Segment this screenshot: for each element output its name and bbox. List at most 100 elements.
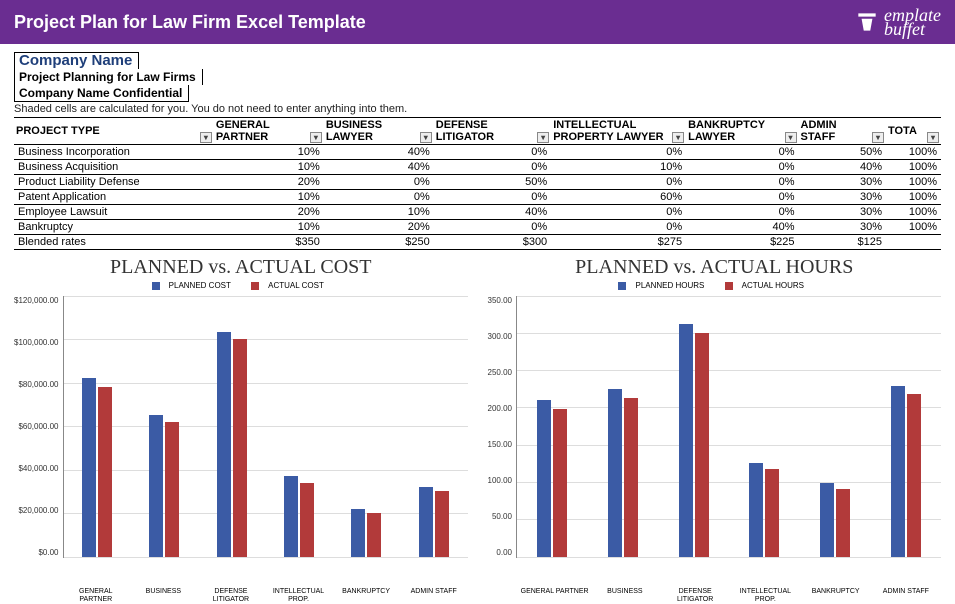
cell-value[interactable]: 10% <box>214 160 324 175</box>
cell-value[interactable]: 30% <box>799 175 886 190</box>
column-header[interactable]: PROJECT TYPE▾ <box>14 118 214 145</box>
logo: emplate buffet <box>854 8 941 36</box>
actual-bar[interactable] <box>624 398 638 556</box>
cell-value[interactable]: 40% <box>434 205 551 220</box>
row-label[interactable]: Business Acquisition <box>14 160 214 175</box>
column-header[interactable]: ADMINSTAFF▾ <box>799 118 886 145</box>
actual-bar[interactable] <box>435 491 449 556</box>
filter-dropdown-icon[interactable]: ▾ <box>872 132 884 143</box>
cell-value[interactable]: 0% <box>434 160 551 175</box>
filter-dropdown-icon[interactable]: ▾ <box>672 132 684 143</box>
cell-value[interactable]: 0% <box>686 205 798 220</box>
actual-bar[interactable] <box>836 489 850 556</box>
actual-bar[interactable] <box>553 409 567 557</box>
actual-bar[interactable] <box>907 394 921 557</box>
x-tick-label: ADMIN STAFF <box>871 586 941 604</box>
cell-value[interactable]: 0% <box>686 175 798 190</box>
cell-value[interactable]: 100% <box>886 145 941 160</box>
cell-value[interactable]: 0% <box>434 190 551 205</box>
filter-dropdown-icon[interactable]: ▾ <box>785 132 797 143</box>
cell-value[interactable]: $350 <box>214 235 324 250</box>
cell-value[interactable]: 20% <box>214 205 324 220</box>
cell-value[interactable]: $250 <box>324 235 434 250</box>
actual-bar[interactable] <box>165 422 179 557</box>
actual-bar[interactable] <box>765 469 779 557</box>
cell-value[interactable]: 100% <box>886 190 941 205</box>
cell-value[interactable]: $300 <box>434 235 551 250</box>
cell-value[interactable]: 0% <box>686 160 798 175</box>
cell-value[interactable]: 10% <box>324 205 434 220</box>
actual-bar[interactable] <box>233 339 247 557</box>
row-label[interactable]: Blended rates <box>14 235 214 250</box>
cell-value[interactable]: 30% <box>799 190 886 205</box>
actual-bar[interactable] <box>98 387 112 557</box>
cell-value[interactable]: 0% <box>434 220 551 235</box>
hours-y-axis: 350.00300.00250.00200.00150.00100.0050.0… <box>488 296 516 558</box>
actual-bar[interactable] <box>695 333 709 557</box>
cell-value[interactable]: 10% <box>214 220 324 235</box>
cell-value[interactable]: 20% <box>324 220 434 235</box>
cell-value[interactable]: 50% <box>434 175 551 190</box>
cell-value[interactable]: 10% <box>551 160 686 175</box>
planned-bar[interactable] <box>820 483 834 556</box>
cell-value[interactable]: 40% <box>799 160 886 175</box>
cell-value[interactable]: 100% <box>886 220 941 235</box>
row-label[interactable]: Business Incorporation <box>14 145 214 160</box>
cell-value[interactable]: 40% <box>324 160 434 175</box>
cell-value[interactable] <box>886 235 941 250</box>
column-header[interactable]: BUSINESSLAWYER▾ <box>324 118 434 145</box>
cell-value[interactable]: 30% <box>799 205 886 220</box>
company-name: Company Name <box>14 52 139 69</box>
planned-bar[interactable] <box>284 476 298 556</box>
row-label[interactable]: Patent Application <box>14 190 214 205</box>
cell-value[interactable]: 0% <box>551 205 686 220</box>
planned-bar[interactable] <box>679 324 693 557</box>
actual-bar[interactable] <box>300 483 314 557</box>
cell-value[interactable]: 20% <box>214 175 324 190</box>
planned-bar[interactable] <box>749 463 763 556</box>
cell-value[interactable]: 40% <box>686 220 798 235</box>
cell-value[interactable]: 100% <box>886 205 941 220</box>
column-header[interactable]: GENERALPARTNER▾ <box>214 118 324 145</box>
cell-value[interactable]: 0% <box>324 175 434 190</box>
planned-bar[interactable] <box>608 389 622 557</box>
cell-value[interactable]: 50% <box>799 145 886 160</box>
planned-bar[interactable] <box>149 415 163 556</box>
cell-value[interactable]: $225 <box>686 235 798 250</box>
planned-bar[interactable] <box>82 378 96 556</box>
column-header[interactable]: DEFENSELITIGATOR▾ <box>434 118 551 145</box>
cell-value[interactable]: 0% <box>434 145 551 160</box>
cell-value[interactable]: 0% <box>324 190 434 205</box>
cell-value[interactable]: 0% <box>551 220 686 235</box>
cell-value[interactable]: 100% <box>886 175 941 190</box>
cell-value[interactable]: 60% <box>551 190 686 205</box>
cell-value[interactable]: 0% <box>551 175 686 190</box>
filter-dropdown-icon[interactable]: ▾ <box>310 132 322 143</box>
filter-dropdown-icon[interactable]: ▾ <box>927 132 939 143</box>
planned-bar[interactable] <box>537 400 551 557</box>
filter-dropdown-icon[interactable]: ▾ <box>200 132 212 143</box>
filter-dropdown-icon[interactable]: ▾ <box>420 132 432 143</box>
filter-dropdown-icon[interactable]: ▾ <box>537 132 549 143</box>
planned-bar[interactable] <box>419 487 433 557</box>
cell-value[interactable]: $275 <box>551 235 686 250</box>
planned-bar[interactable] <box>891 386 905 556</box>
cell-value[interactable]: $125 <box>799 235 886 250</box>
cell-value[interactable]: 10% <box>214 190 324 205</box>
actual-bar[interactable] <box>367 513 381 557</box>
row-label[interactable]: Bankruptcy <box>14 220 214 235</box>
row-label[interactable]: Product Liability Defense <box>14 175 214 190</box>
cell-value[interactable]: 40% <box>324 145 434 160</box>
column-header[interactable]: BANKRUPTCYLAWYER▾ <box>686 118 798 145</box>
column-header[interactable]: TOTA▾ <box>886 118 941 145</box>
cell-value[interactable]: 0% <box>551 145 686 160</box>
cell-value[interactable]: 30% <box>799 220 886 235</box>
column-header[interactable]: INTELLECTUALPROPERTY LAWYER▾ <box>551 118 686 145</box>
row-label[interactable]: Employee Lawsuit <box>14 205 214 220</box>
cell-value[interactable]: 0% <box>686 190 798 205</box>
planned-bar[interactable] <box>217 332 231 556</box>
planned-bar[interactable] <box>351 509 365 557</box>
cell-value[interactable]: 0% <box>686 145 798 160</box>
cell-value[interactable]: 100% <box>886 160 941 175</box>
cell-value[interactable]: 10% <box>214 145 324 160</box>
